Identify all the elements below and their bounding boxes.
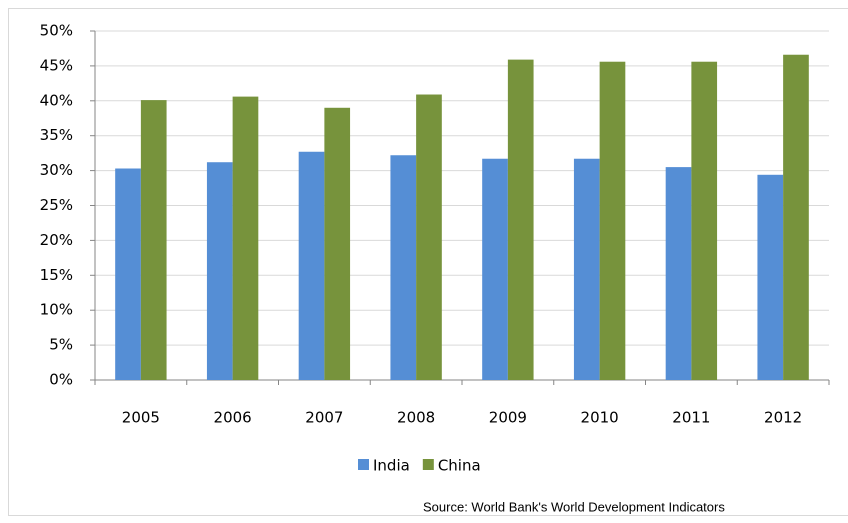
x-tick-label: 2010 <box>581 409 619 427</box>
y-tick-label: 20% <box>40 231 73 249</box>
bar <box>233 97 259 380</box>
x-tick-label: 2005 <box>122 409 160 427</box>
bar <box>482 159 508 380</box>
y-tick-label: 35% <box>40 126 73 144</box>
legend-swatch <box>423 459 434 470</box>
legend-label: China <box>438 457 481 475</box>
y-tick-label: 10% <box>40 301 73 319</box>
y-tick-label: 0% <box>49 371 73 389</box>
y-tick-label: 40% <box>40 91 73 109</box>
y-tick-label: 5% <box>49 336 73 354</box>
x-tick-label: 2006 <box>214 409 252 427</box>
source-note: Source: World Bank's World Development I… <box>423 499 725 514</box>
bar <box>390 155 416 380</box>
bar <box>783 55 809 380</box>
y-tick-label: 15% <box>40 266 73 284</box>
bar <box>416 95 442 380</box>
bar <box>324 108 350 380</box>
y-tick-label: 30% <box>40 161 73 179</box>
x-tick-label: 2011 <box>672 409 710 427</box>
bar <box>299 152 325 380</box>
x-tick-label: 2007 <box>305 409 343 427</box>
bar <box>600 62 626 380</box>
bar <box>508 60 534 380</box>
y-tick-label: 50% <box>40 22 73 40</box>
bar <box>115 169 141 380</box>
y-tick-label: 25% <box>40 196 73 214</box>
bar <box>574 159 600 380</box>
y-tick-label: 45% <box>40 56 73 74</box>
bar <box>207 162 233 380</box>
bar <box>691 62 717 380</box>
bar <box>757 175 783 380</box>
x-tick-label: 2009 <box>489 409 527 427</box>
x-tick-label: 2008 <box>397 409 435 427</box>
bar <box>666 167 692 380</box>
legend-label: India <box>373 457 410 475</box>
legend-swatch <box>358 459 369 470</box>
x-tick-label: 2012 <box>764 409 802 427</box>
bar <box>141 100 167 380</box>
